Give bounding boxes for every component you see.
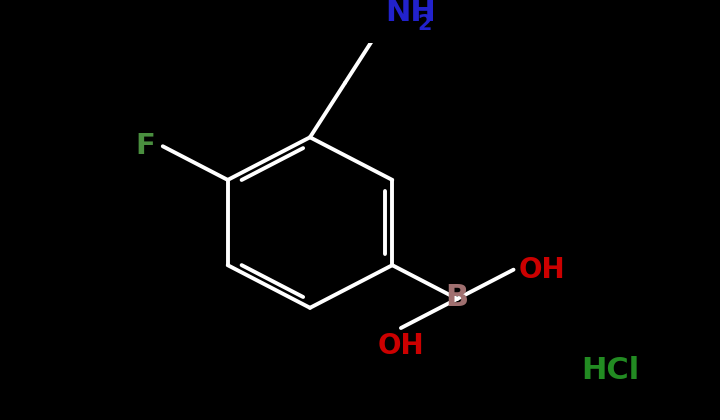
Text: F: F <box>135 132 155 160</box>
Text: 2: 2 <box>417 14 431 34</box>
Text: NH: NH <box>385 0 436 27</box>
Text: OH: OH <box>518 256 565 284</box>
Text: B: B <box>446 283 469 312</box>
Text: HCl: HCl <box>581 356 639 385</box>
Text: OH: OH <box>377 333 424 360</box>
